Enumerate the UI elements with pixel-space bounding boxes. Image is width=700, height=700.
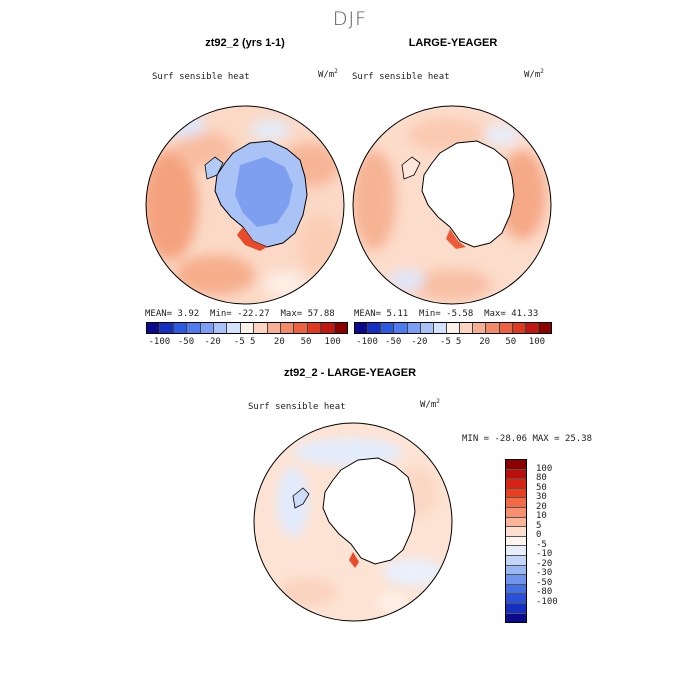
colorbar-tick-label: -100 [356, 337, 378, 347]
colorbar-cell [499, 323, 513, 333]
colorbar-cell [446, 323, 461, 333]
colorbar-tick-label: -50 [536, 577, 553, 588]
colorbar-tick-label: -30 [536, 568, 553, 579]
colorbar-tick-label: 50 [300, 337, 312, 347]
colorbar-cell [506, 469, 526, 480]
colorbar-cell [506, 507, 526, 518]
colorbar-tick-label: 100 [324, 337, 341, 347]
colorbar-cell [506, 460, 526, 470]
colorbar-tick-label: 100 [536, 463, 553, 474]
panel-1-map [145, 105, 345, 305]
colorbar-cell [200, 323, 215, 333]
colorbar-cell [506, 565, 526, 576]
colorbar-cell [506, 536, 526, 547]
colorbar-cell [486, 323, 500, 333]
colorbar-cell [147, 323, 161, 333]
colorbar-cell [394, 323, 408, 333]
colorbar-tick-label: 80 [536, 473, 547, 484]
panel-1-stats: MEAN= 3.92 Min= -22.27 Max= 57.88 [145, 309, 335, 319]
colorbar-tick-label: -80 [536, 587, 553, 598]
colorbar-tick-label: -20 [411, 337, 428, 347]
figure-title: DJF [332, 8, 368, 30]
panel-1-title: zt92_2 (yrs 1-1) [205, 37, 285, 49]
panel-2-units: W/m2 [524, 68, 544, 80]
colorbar-cell [173, 323, 188, 333]
colorbar-tick-label: -20 [536, 558, 553, 569]
colorbar-cell [506, 527, 526, 537]
colorbar-cell [381, 323, 395, 333]
colorbar-cell [407, 323, 421, 333]
panel-2-variable-label: Surf sensible heat [352, 72, 450, 82]
colorbar-cell [512, 323, 526, 333]
colorbar-cell [294, 323, 308, 333]
colorbar-tick-label: 100 [528, 337, 546, 347]
colorbar-cell [506, 479, 526, 489]
colorbar-cell [506, 594, 526, 604]
colorbar-cell [368, 323, 382, 333]
colorbar-cell [460, 323, 474, 333]
colorbar-tick-label: 5 [536, 520, 542, 531]
colorbar-tick-label: 5 [249, 337, 256, 347]
colorbar-tick-label: 20 [536, 501, 547, 512]
colorbar-tick-label: 20 [273, 337, 285, 347]
colorbar-cell [227, 323, 241, 333]
colorbar-tick-label: -10 [536, 549, 553, 560]
colorbar-tick-label: 10 [536, 511, 547, 522]
colorbar-tick-label: -5 [440, 337, 451, 347]
colorbar-cell [355, 323, 369, 333]
colorbar-tick-label: -5 [536, 539, 547, 550]
colorbar-tick-label: -20 [204, 337, 221, 347]
colorbar-cell [254, 323, 268, 333]
colorbar-cell [267, 323, 282, 333]
colorbar-cell [506, 555, 526, 566]
colorbar-cell [334, 323, 348, 333]
colorbar-cell [506, 546, 526, 556]
colorbar-cell [420, 323, 434, 333]
colorbar-cell [160, 323, 174, 333]
colorbar-tick-label: 20 [479, 337, 491, 347]
colorbar-cell [506, 498, 526, 508]
colorbar-cell [307, 323, 322, 333]
panel-1-units: W/m2 [318, 68, 338, 80]
colorbar-cell [538, 323, 552, 333]
panel-3-units: W/m2 [420, 398, 440, 410]
colorbar-cell [506, 488, 526, 499]
colorbar-tick-label: 50 [536, 482, 547, 493]
colorbar-cell [281, 323, 295, 333]
panel-2-colorbar-labels: -100 -50 -20 -5 5 20 50 100 [354, 337, 550, 349]
colorbar-cell [321, 323, 335, 333]
colorbar-cell [506, 603, 526, 614]
panel-1-variable-label: Surf sensible heat [152, 72, 250, 82]
colorbar-cell [240, 323, 255, 333]
colorbar-tick-label: 0 [536, 530, 542, 541]
panel-2-title: LARGE-YEAGER [408, 37, 498, 49]
colorbar-cell [433, 323, 447, 333]
colorbar-tick-label: -100 [536, 596, 558, 607]
colorbar-cell [473, 323, 487, 333]
colorbar-cell [506, 575, 526, 585]
panel-3-minmax: MIN = -28.06 MAX = 25.38 [462, 434, 593, 444]
colorbar-cell [214, 323, 228, 333]
colorbar-cell [187, 323, 201, 333]
colorbar-cell [506, 517, 526, 528]
colorbar-tick-label: 50 [505, 337, 517, 347]
panel-1-colorbar-labels: -100 -50 -20 -5 5 20 50 100 [146, 337, 346, 349]
panel-3-title: zt92_2 - LARGE-YEAGER [283, 367, 417, 379]
panel-2-stats: MEAN= 5.11 Min= -5.58 Max= 41.33 [354, 309, 539, 319]
colorbar-tick-label: -50 [177, 337, 195, 347]
colorbar-tick-label: -100 [148, 337, 171, 347]
colorbar-tick-label: 30 [536, 492, 547, 503]
panel-2-map [352, 105, 552, 305]
panel-1-colorbar [146, 322, 348, 334]
colorbar-cell [506, 613, 526, 623]
colorbar-cell [506, 584, 526, 595]
panel-2-colorbar [354, 322, 552, 334]
colorbar-tick-label: -5 [233, 337, 245, 347]
colorbar-tick-label: -50 [385, 337, 402, 347]
panel-3-colorbar [505, 459, 527, 623]
colorbar-cell [525, 323, 539, 333]
panel-3-map [253, 422, 453, 622]
panel-3-variable-label: Surf sensible heat [248, 402, 346, 412]
colorbar-tick-label: 5 [455, 337, 462, 347]
